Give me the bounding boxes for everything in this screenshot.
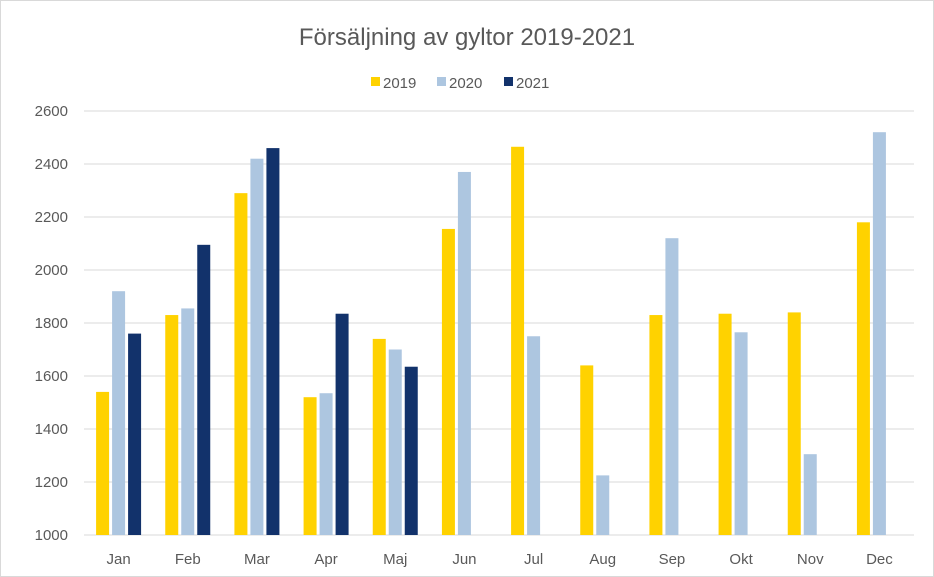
bar-2019-maj <box>372 338 386 535</box>
bars <box>96 132 886 536</box>
bar-2020-aug <box>596 475 610 535</box>
bar-2020-maj <box>388 349 402 535</box>
bar-2019-apr <box>303 397 317 535</box>
y-tick-label: 2400 <box>35 156 68 173</box>
bar-2020-okt <box>734 332 748 535</box>
legend-label-2019: 2019 <box>383 75 416 92</box>
x-tick-label: Maj <box>383 551 407 568</box>
bar-2021-mar <box>266 148 280 535</box>
bar-2020-feb <box>181 308 195 535</box>
bar-2019-jan <box>96 391 110 535</box>
y-tick-labels: 1000 1200 1400 1600 1800 2000 2200 2400 2600 <box>35 103 68 544</box>
bar-2020-jul <box>527 336 541 535</box>
chart-title: Försäljning av gyltor 2019-2021 <box>299 24 635 51</box>
bar-2019-okt <box>718 313 732 535</box>
x-tick-label: Feb <box>175 551 201 568</box>
x-tick-label: Nov <box>797 551 824 568</box>
y-tick-label: 1600 <box>35 368 68 385</box>
bar-2020-sep <box>665 238 679 535</box>
legend-swatch-2020 <box>437 77 446 86</box>
bar-2019-dec <box>856 222 870 536</box>
bar-2019-feb <box>165 315 179 535</box>
legend-swatch-2021 <box>504 77 513 86</box>
y-tick-label: 2000 <box>35 262 68 279</box>
bar-2019-aug <box>580 365 594 535</box>
bar-2020-jun <box>457 171 471 535</box>
bar-2021-maj <box>404 366 418 535</box>
gridlines <box>84 110 914 536</box>
bar-2021-jan <box>128 333 142 535</box>
bar-2020-apr <box>319 393 333 535</box>
bar-2020-mar <box>250 158 264 535</box>
bar-2019-jul <box>511 146 525 535</box>
bar-2020-dec <box>872 132 886 535</box>
x-tick-label: Apr <box>314 551 337 568</box>
legend-swatch-2019 <box>371 77 380 86</box>
legend: 2019 2020 2021 <box>371 75 549 92</box>
y-tick-label: 2600 <box>35 103 68 120</box>
x-tick-labels: Jan Feb Mar Apr Maj Jun Jul Aug Sep Okt Nov Dec <box>106 551 893 568</box>
x-tick-label: Dec <box>866 551 893 568</box>
y-tick-label: 1800 <box>35 315 68 332</box>
bar-2019-jun <box>441 228 455 536</box>
legend-label-2021: 2021 <box>516 75 549 92</box>
x-tick-label: Sep <box>659 551 686 568</box>
x-tick-label: Mar <box>244 551 270 568</box>
bar-2021-apr <box>335 313 349 535</box>
bar-2019-mar <box>234 193 248 535</box>
bar-2019-sep <box>649 315 663 535</box>
y-tick-label: 1000 <box>35 527 68 544</box>
y-tick-label: 2200 <box>35 209 68 226</box>
bar-2020-jan <box>112 291 126 535</box>
y-tick-label: 1200 <box>35 474 68 491</box>
y-tick-label: 1400 <box>35 421 68 438</box>
bar-2020-nov <box>803 454 817 535</box>
bar-2019-nov <box>787 312 801 535</box>
legend-label-2020: 2020 <box>449 75 482 92</box>
x-tick-label: Okt <box>729 551 753 568</box>
bar-2021-feb <box>197 244 211 535</box>
x-tick-label: Jul <box>524 551 543 568</box>
x-tick-label: Jun <box>452 551 476 568</box>
x-tick-label: Aug <box>589 551 616 568</box>
x-tick-label: Jan <box>106 551 130 568</box>
